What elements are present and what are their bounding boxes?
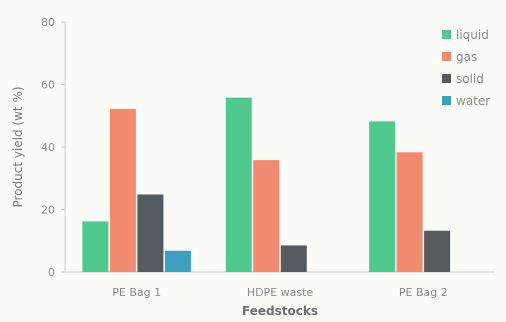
legend-label-water: water — [456, 94, 490, 108]
legend-label-solid: solid — [456, 72, 484, 86]
legend-swatch-solid — [442, 74, 451, 83]
bar-liquid-pe-bag-1 — [82, 221, 109, 272]
legend-swatch-liquid — [442, 30, 451, 39]
legend-swatch-gas — [442, 52, 451, 61]
y-tick-label: 60 — [41, 79, 55, 92]
legend-label-liquid: liquid — [456, 28, 489, 42]
legend-group: liquid gas solid water — [442, 28, 490, 108]
y-ticks-group: 0 20 40 60 80 — [41, 16, 65, 279]
legend-swatch-water — [442, 96, 451, 105]
y-tick-label: 40 — [41, 141, 55, 154]
bar-liquid-hdpe-waste — [225, 97, 252, 272]
bar-solid-hdpe-waste — [280, 245, 307, 272]
x-category-label: PE Bag 1 — [112, 286, 161, 299]
bars-group — [82, 97, 451, 272]
y-axis-title: Product yield (wt %) — [11, 86, 25, 207]
bar-liquid-pe-bag-2 — [369, 121, 396, 272]
bar-gas-hdpe-waste — [253, 160, 280, 272]
bar-gas-pe-bag-2 — [396, 152, 423, 272]
y-tick-label: 0 — [48, 266, 55, 279]
y-tick-label: 20 — [41, 204, 55, 217]
legend-label-gas: gas — [456, 50, 477, 64]
bar-solid-pe-bag-1 — [137, 194, 164, 272]
x-category-labels-group: PE Bag 1 HDPE waste PE Bag 2 — [112, 286, 448, 299]
bar-gas-pe-bag-1 — [109, 108, 136, 272]
x-category-label: HDPE waste — [247, 286, 314, 299]
bar-solid-pe-bag-2 — [424, 230, 451, 272]
bar-water-pe-bag-1 — [164, 250, 191, 272]
x-axis-title: Feedstocks — [242, 304, 318, 318]
y-tick-label: 80 — [41, 16, 55, 29]
x-category-label: PE Bag 2 — [399, 286, 448, 299]
